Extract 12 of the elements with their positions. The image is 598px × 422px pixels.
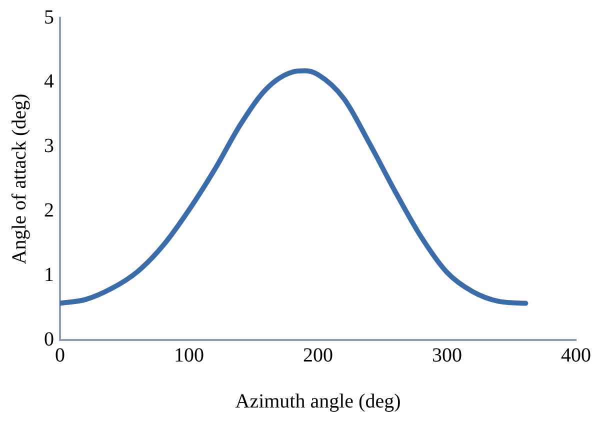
x-tick-label: 300 (432, 344, 462, 366)
y-tick-label: 5 (44, 6, 54, 28)
x-axis-title: Azimuth angle (deg) (235, 390, 401, 412)
y-tick-label: 4 (44, 70, 54, 93)
y-axis-title: Angle of attack (deg) (8, 94, 30, 264)
y-tick-label: 3 (44, 135, 54, 158)
y-tick-label: 1 (44, 264, 54, 286)
y-tick-label: 2 (44, 199, 54, 222)
x-tick-label: 100 (174, 344, 204, 366)
x-tick-label: 200 (303, 344, 333, 366)
x-tick-label: 400 (561, 344, 591, 366)
y-tick-label: 0 (44, 328, 54, 350)
